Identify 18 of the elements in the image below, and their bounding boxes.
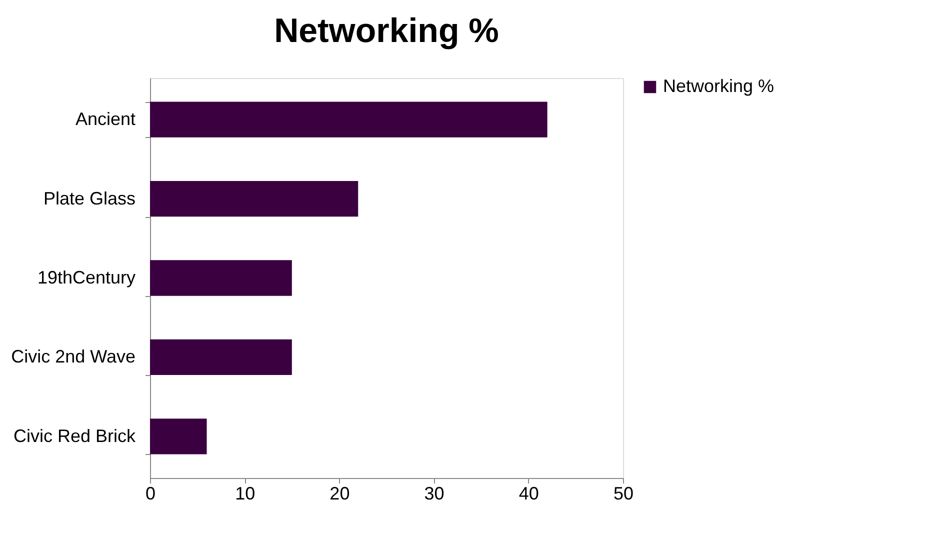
x-tick-label: 40 [518, 484, 539, 504]
bar [150, 339, 292, 376]
y-tick-label: Civic 2nd Wave [11, 346, 136, 367]
y-tick-label: Civic Red Brick [13, 426, 136, 446]
legend-label: Networking % [663, 76, 774, 96]
x-tick-label: 10 [235, 484, 256, 504]
x-tick-label: 30 [424, 484, 444, 504]
x-tick-label: 0 [145, 484, 156, 504]
x-tick-label: 50 [613, 484, 634, 504]
chart-title: Networking % [274, 12, 499, 50]
y-tick-label: Ancient [75, 109, 136, 130]
bar [150, 102, 548, 138]
x-tick-label: 20 [330, 484, 350, 504]
y-tick-label: Plate Glass [43, 188, 136, 208]
bar [150, 418, 207, 454]
bar [150, 260, 292, 296]
y-tick-label: 19thCentury [37, 268, 136, 288]
bar [150, 180, 358, 217]
